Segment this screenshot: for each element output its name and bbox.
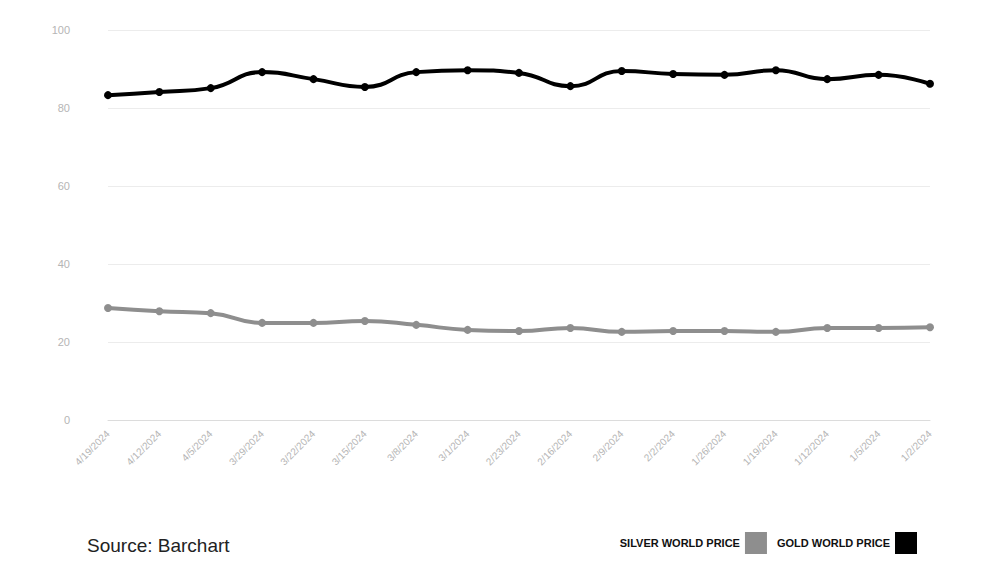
svg-text:1/12/2024: 1/12/2024: [792, 428, 832, 468]
svg-text:Source: Barchart: Source: Barchart: [87, 535, 230, 556]
svg-text:0: 0: [64, 414, 70, 426]
svg-text:3/8/2024: 3/8/2024: [385, 428, 421, 464]
svg-text:3/15/2024: 3/15/2024: [330, 428, 370, 468]
svg-text:4/12/2024: 4/12/2024: [124, 428, 164, 468]
svg-text:4/5/2024: 4/5/2024: [179, 428, 215, 464]
svg-text:2/2/2024: 2/2/2024: [642, 428, 678, 464]
svg-text:100: 100: [52, 24, 70, 36]
svg-text:20: 20: [58, 336, 70, 348]
svg-text:80: 80: [58, 102, 70, 114]
svg-text:3/29/2024: 3/29/2024: [227, 428, 267, 468]
svg-text:3/1/2024: 3/1/2024: [436, 428, 472, 464]
svg-text:1/2/2024: 1/2/2024: [899, 428, 935, 464]
svg-text:40: 40: [58, 258, 70, 270]
svg-text:4/19/2024: 4/19/2024: [73, 428, 113, 468]
svg-text:2/23/2024: 2/23/2024: [484, 428, 524, 468]
svg-text:1/19/2024: 1/19/2024: [741, 428, 781, 468]
svg-text:60: 60: [58, 180, 70, 192]
svg-text:1/26/2024: 1/26/2024: [689, 428, 729, 468]
svg-text:2/16/2024: 2/16/2024: [535, 428, 575, 468]
svg-text:GOLD WORLD PRICE: GOLD WORLD PRICE: [777, 537, 890, 549]
svg-text:SILVER WORLD PRICE: SILVER WORLD PRICE: [620, 537, 740, 549]
svg-text:1/5/2024: 1/5/2024: [847, 428, 883, 464]
svg-text:2/9/2024: 2/9/2024: [590, 428, 626, 464]
svg-text:3/22/2024: 3/22/2024: [278, 428, 318, 468]
